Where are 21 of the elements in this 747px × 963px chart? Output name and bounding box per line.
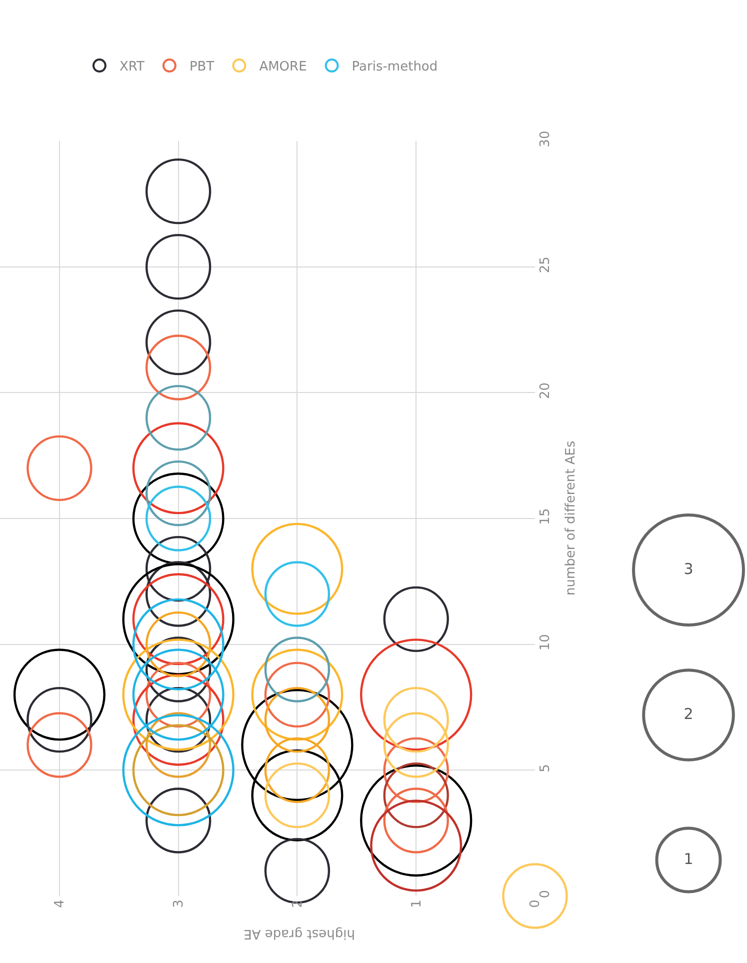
- legend-label: 1: [684, 850, 694, 868]
- legend-label: AMORE: [259, 60, 307, 75]
- x-tick-label: 0: [528, 900, 544, 908]
- y-tick-label: 20: [538, 382, 553, 399]
- legend-label: 2: [684, 704, 694, 723]
- legend-label: XRT: [119, 60, 144, 75]
- y-tick-label: 0: [538, 890, 553, 898]
- legend-label: Paris-method: [352, 60, 438, 75]
- x-tick-label: 3: [172, 900, 187, 908]
- x-axis-title: highest grade AE: [244, 926, 355, 941]
- y-tick-label: 30: [538, 130, 553, 148]
- legend-label: PBT: [189, 60, 214, 75]
- y-tick-label: 25: [538, 256, 553, 274]
- y-axis-title: number of different AEs: [564, 440, 578, 596]
- y-tick-label: 5: [538, 764, 553, 772]
- legend-label: 3: [684, 560, 694, 578]
- x-tick-label: 1: [409, 900, 424, 908]
- y-tick-label: 10: [538, 634, 553, 651]
- x-tick-label: 4: [52, 900, 68, 908]
- x-tick-label: 2: [290, 900, 306, 908]
- y-tick-label: 15: [538, 508, 553, 525]
